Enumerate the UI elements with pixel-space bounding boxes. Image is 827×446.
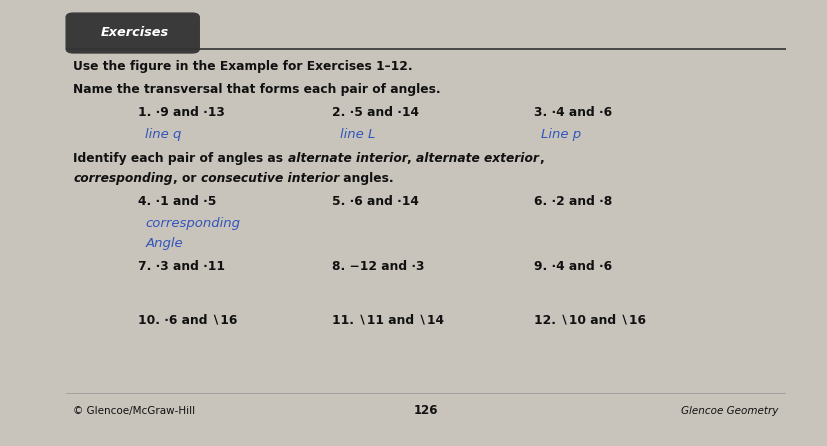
Text: alternate exterior: alternate exterior [416,152,539,165]
Text: 126: 126 [414,404,438,417]
Text: angles.: angles. [339,172,394,185]
Text: line L: line L [340,128,375,141]
Text: Glencoe Geometry: Glencoe Geometry [681,405,778,416]
Text: 7. ∙3 and ∙11: 7. ∙3 and ∙11 [138,260,225,273]
Text: 4. ∙1 and ∙5: 4. ∙1 and ∙5 [138,195,217,208]
Text: 5. ∙6 and ∙14: 5. ∙6 and ∙14 [332,195,419,208]
Text: 3. ∙4 and ∙6: 3. ∙4 and ∙6 [534,106,612,119]
Text: 12. ∖10 and ∖16: 12. ∖10 and ∖16 [534,314,646,326]
Text: Line p: Line p [541,128,581,141]
Text: alternate interior: alternate interior [288,152,408,165]
Text: 11. ∖11 and ∖14: 11. ∖11 and ∖14 [332,314,444,326]
Text: line q: line q [146,128,182,141]
Text: 10. ∙6 and ∖16: 10. ∙6 and ∖16 [138,314,237,326]
Text: 2. ∙5 and ∙14: 2. ∙5 and ∙14 [332,106,419,119]
Text: corresponding: corresponding [146,218,241,231]
Text: Exercises: Exercises [100,26,169,39]
Text: 9. ∙4 and ∙6: 9. ∙4 and ∙6 [534,260,612,273]
Text: Angle: Angle [146,237,183,250]
Text: 1. ∙9 and ∙13: 1. ∙9 and ∙13 [138,106,225,119]
Text: Identify each pair of angles as: Identify each pair of angles as [74,152,288,165]
Text: Use the figure in the Example for Exercises 1–12.: Use the figure in the Example for Exerci… [74,60,413,73]
Text: consecutive interior: consecutive interior [201,172,339,185]
Text: corresponding: corresponding [74,172,173,185]
Text: , or: , or [173,172,201,185]
Text: ,: , [539,152,544,165]
Text: ,: , [408,152,416,165]
Text: Name the transversal that forms each pair of angles.: Name the transversal that forms each pai… [74,83,441,96]
FancyBboxPatch shape [66,13,199,53]
Text: 6. ∙2 and ∙8: 6. ∙2 and ∙8 [534,195,612,208]
Text: 8. −12 and ∙3: 8. −12 and ∙3 [332,260,425,273]
Text: © Glencoe/McGraw-Hill: © Glencoe/McGraw-Hill [74,405,195,416]
